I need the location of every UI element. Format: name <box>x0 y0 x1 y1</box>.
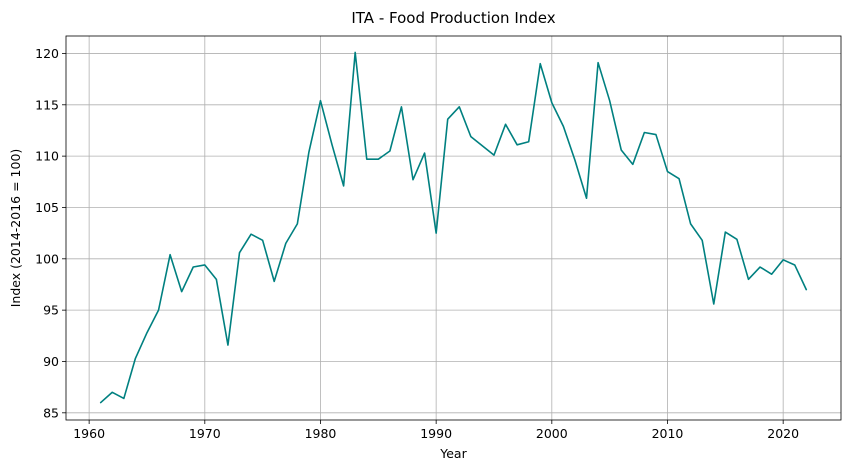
y-tick-label: 115 <box>35 97 59 112</box>
x-tick-label: 2000 <box>536 426 568 441</box>
y-tick-label: 120 <box>35 46 59 61</box>
y-tick-label: 105 <box>35 200 59 215</box>
x-tick-label: 1980 <box>305 426 337 441</box>
ticks: 1960 1970 1980 1990 2000 2010 2020 85 90 95 100 105… <box>35 46 799 441</box>
x-axis-label: Year <box>439 446 467 461</box>
x-tick-label: 1990 <box>420 426 452 441</box>
axes-frame <box>66 36 841 420</box>
grid <box>66 36 841 420</box>
x-tick-label: 2020 <box>767 426 799 441</box>
y-tick-label: 110 <box>35 149 59 164</box>
y-axis-label: Index (2014-2016 = 100) <box>8 149 23 308</box>
x-tick-label: 1960 <box>73 426 105 441</box>
y-tick-label: 100 <box>35 251 59 266</box>
x-tick-label: 2010 <box>652 426 684 441</box>
chart-title: ITA - Food Production Index <box>351 9 555 27</box>
x-tick-label: 1970 <box>189 426 221 441</box>
y-tick-label: 85 <box>43 405 59 420</box>
y-tick-label: 95 <box>43 303 59 318</box>
y-tick-label: 90 <box>43 354 59 369</box>
